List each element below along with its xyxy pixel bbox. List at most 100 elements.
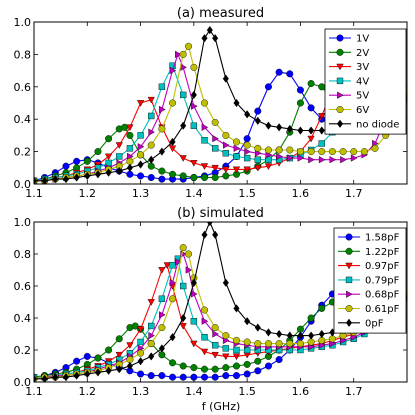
y-tick-label: 1.0: [14, 216, 32, 229]
data-point: [116, 153, 123, 160]
data-point: [297, 126, 304, 135]
data-point: [350, 148, 358, 156]
data-point: [148, 128, 155, 136]
data-point: [148, 331, 155, 340]
legend-item: 0.68pF: [338, 290, 400, 301]
data-point: [211, 118, 219, 126]
data-point: [254, 357, 262, 365]
legend-marker: [336, 119, 344, 128]
data-point: [185, 250, 193, 258]
data-point: [169, 359, 177, 367]
legend-marker: [336, 34, 344, 42]
data-point: [206, 25, 213, 35]
data-point: [211, 351, 219, 359]
data-point: [190, 364, 198, 372]
legend-item: 6V: [329, 105, 369, 116]
x-tick-label: 1.7: [345, 385, 363, 398]
data-point: [211, 373, 219, 381]
data-point: [340, 156, 347, 164]
data-point: [179, 373, 187, 381]
data-point: [84, 171, 91, 181]
data-point: [244, 110, 251, 119]
data-point: [264, 340, 272, 348]
data-point: [254, 107, 262, 115]
data-point: [275, 356, 283, 364]
x-tick-label: 1.2: [79, 187, 97, 200]
data-point: [296, 99, 304, 107]
data-point: [265, 328, 272, 337]
data-point: [308, 331, 315, 340]
legend-item: 4V: [329, 76, 369, 87]
data-point: [84, 369, 91, 379]
data-point: [147, 372, 155, 380]
data-point: [34, 176, 38, 184]
x-tick-label: 1.5: [238, 385, 256, 398]
legend-label: 0.61pF: [365, 304, 400, 315]
panel-title: (b) simulated: [177, 206, 264, 221]
data-point: [148, 112, 155, 120]
data-point: [233, 98, 240, 108]
data-point: [233, 144, 241, 152]
axes-frame: [33, 21, 408, 185]
data-point: [190, 174, 198, 182]
data-point: [179, 155, 187, 162]
panel-measured: (a) measured 1.1 1.2 1.3 1.4 1.5 1.6 1.7 0.0 0.2 0…: [14, 6, 408, 200]
data-point: [179, 362, 187, 370]
data-point: [201, 99, 209, 107]
data-point: [328, 148, 336, 156]
data-point: [147, 174, 155, 182]
data-point: [116, 166, 123, 176]
legend: 1V 2V 3V 4V 5V 6V no diode: [324, 28, 407, 135]
legend-marker: [336, 77, 344, 85]
data-point: [62, 162, 70, 170]
data-point: [275, 146, 283, 154]
data-point: [212, 135, 219, 143]
data-point: [137, 357, 144, 366]
data-point: [201, 123, 209, 131]
data-point: [222, 74, 229, 83]
data-point: [297, 154, 305, 162]
data-point: [254, 340, 262, 348]
data-point: [286, 70, 294, 78]
y-tick-label: 0.0: [14, 178, 32, 191]
legend-label: 1V: [356, 34, 369, 45]
legend-label: 0.79pF: [365, 275, 400, 286]
data-point: [318, 304, 326, 312]
legend-label: 6V: [356, 105, 369, 116]
legend-item: 2V: [329, 48, 369, 59]
data-point: [41, 176, 48, 184]
legend-item: 1.58pF: [338, 233, 400, 244]
data-point: [318, 113, 326, 120]
data-point: [115, 351, 123, 359]
data-point: [191, 290, 198, 298]
data-point: [116, 365, 123, 374]
data-point: [179, 172, 187, 180]
data-point: [297, 331, 304, 340]
data-point: [264, 83, 272, 91]
data-point: [201, 334, 208, 341]
data-point: [137, 338, 144, 346]
data-point: [254, 116, 261, 125]
data-point: [115, 335, 123, 343]
data-point: [94, 170, 101, 179]
data-point: [147, 96, 155, 104]
data-point: [137, 143, 145, 151]
data-point: [201, 137, 208, 144]
data-point: [94, 368, 101, 377]
data-point: [212, 230, 219, 239]
data-point: [73, 157, 81, 165]
data-point: [190, 340, 198, 348]
data-point: [222, 278, 229, 287]
data-point: [126, 170, 134, 178]
data-point: [52, 373, 59, 382]
panel-simulated: (b) simulated 1.1 1.2 1.3 1.4 1.5 1.6 1.7 0.0 0.2…: [14, 206, 408, 398]
data-point: [147, 340, 155, 348]
data-point: [158, 372, 166, 380]
data-point: [222, 364, 230, 372]
data-point: [232, 372, 240, 380]
data-point: [190, 160, 198, 167]
data-point: [158, 83, 166, 90]
legend-item: 0.61pF: [338, 304, 400, 315]
data-point: [175, 258, 182, 266]
